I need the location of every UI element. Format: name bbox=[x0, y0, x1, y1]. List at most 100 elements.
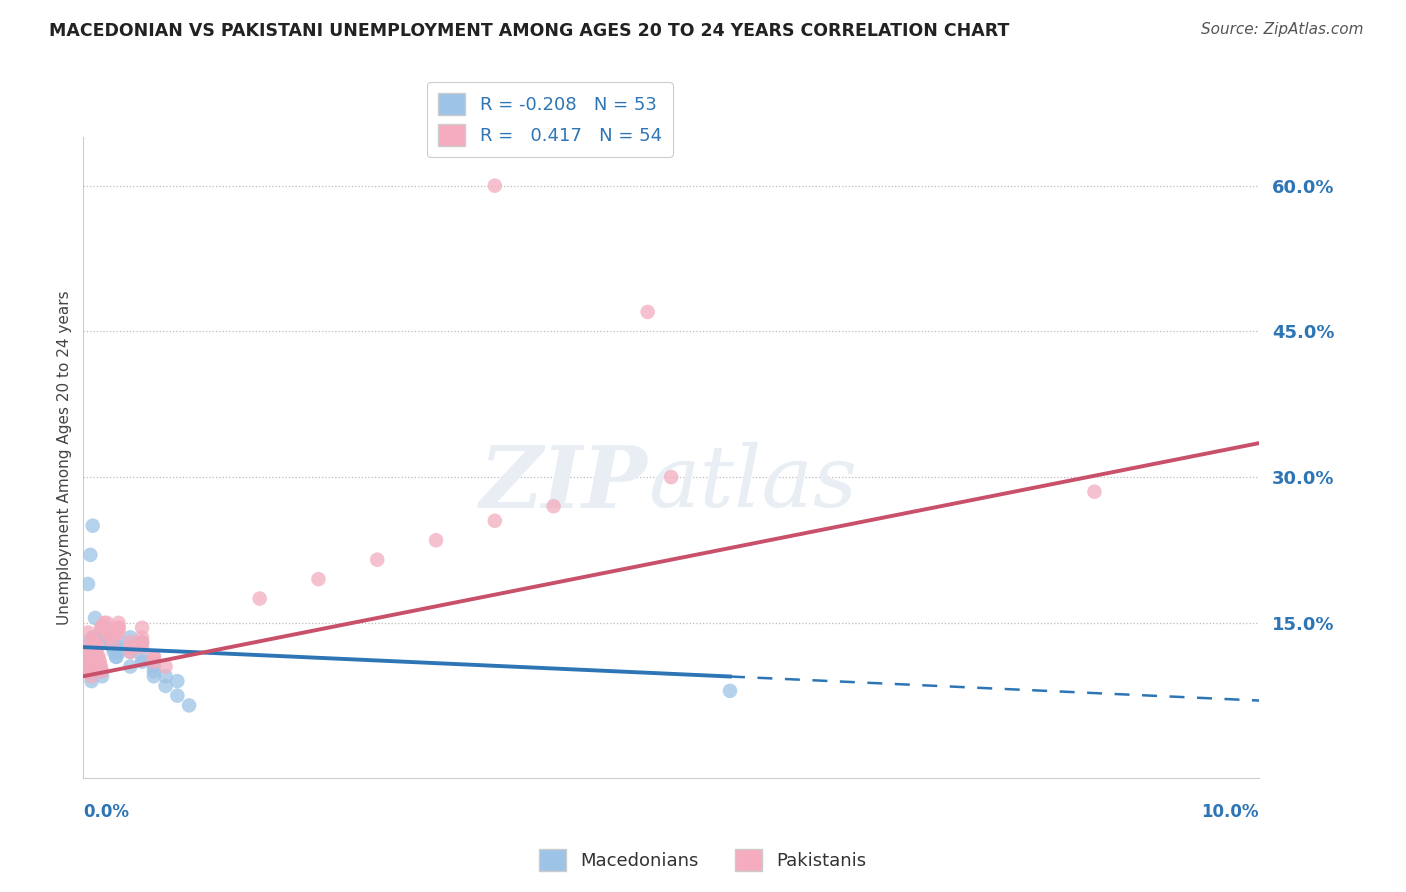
Point bbox=[131, 621, 153, 635]
Point bbox=[155, 669, 177, 683]
Point bbox=[89, 655, 111, 669]
Point bbox=[91, 621, 114, 635]
Point bbox=[84, 645, 107, 659]
Point bbox=[107, 640, 129, 654]
Point bbox=[94, 631, 117, 645]
Point bbox=[77, 665, 100, 679]
Point bbox=[80, 649, 103, 664]
Point bbox=[107, 621, 129, 635]
Point bbox=[82, 631, 104, 645]
Point bbox=[91, 669, 114, 683]
Point bbox=[98, 631, 121, 645]
Point bbox=[77, 577, 100, 591]
Point bbox=[86, 655, 108, 669]
Point bbox=[76, 645, 98, 659]
Point bbox=[142, 655, 165, 669]
Point bbox=[107, 615, 129, 630]
Point bbox=[484, 514, 506, 528]
Point bbox=[425, 533, 447, 548]
Point bbox=[86, 640, 108, 654]
Point bbox=[82, 518, 104, 533]
Point bbox=[107, 645, 129, 659]
Point bbox=[82, 631, 104, 645]
Point bbox=[166, 689, 188, 703]
Legend: R = -0.208   N = 53, R =   0.417   N = 54: R = -0.208 N = 53, R = 0.417 N = 54 bbox=[427, 82, 672, 157]
Point bbox=[98, 635, 121, 649]
Point bbox=[84, 649, 107, 664]
Point bbox=[89, 659, 111, 673]
Point bbox=[484, 178, 506, 193]
Point bbox=[75, 640, 97, 654]
Point bbox=[79, 548, 101, 562]
Point bbox=[98, 635, 121, 649]
Point bbox=[77, 665, 100, 679]
Point bbox=[90, 659, 112, 673]
Point bbox=[179, 698, 201, 713]
Point bbox=[142, 665, 165, 679]
Point bbox=[79, 659, 101, 673]
Point bbox=[84, 611, 107, 625]
Text: atlas: atlas bbox=[648, 442, 856, 524]
Point bbox=[142, 659, 165, 673]
Y-axis label: Unemployment Among Ages 20 to 24 years: Unemployment Among Ages 20 to 24 years bbox=[58, 291, 72, 625]
Text: ZIP: ZIP bbox=[479, 442, 648, 525]
Point bbox=[366, 552, 388, 566]
Point bbox=[80, 669, 103, 683]
Point bbox=[83, 635, 105, 649]
Point bbox=[90, 625, 112, 640]
Point bbox=[107, 625, 129, 640]
Point bbox=[105, 649, 128, 664]
Point bbox=[76, 649, 98, 664]
Point bbox=[77, 659, 100, 673]
Point bbox=[77, 625, 100, 640]
Text: MACEDONIAN VS PAKISTANI UNEMPLOYMENT AMONG AGES 20 TO 24 YEARS CORRELATION CHART: MACEDONIAN VS PAKISTANI UNEMPLOYMENT AMO… bbox=[49, 22, 1010, 40]
Point bbox=[96, 631, 118, 645]
Point bbox=[86, 649, 108, 664]
Point bbox=[718, 683, 741, 698]
Point bbox=[96, 615, 118, 630]
Point bbox=[103, 645, 125, 659]
Point bbox=[142, 669, 165, 683]
Point bbox=[131, 635, 153, 649]
Point bbox=[84, 640, 107, 654]
Point bbox=[155, 679, 177, 693]
Point bbox=[142, 649, 165, 664]
Point bbox=[84, 635, 107, 649]
Point bbox=[1083, 484, 1105, 499]
Point bbox=[79, 665, 101, 679]
Text: Source: ZipAtlas.com: Source: ZipAtlas.com bbox=[1201, 22, 1364, 37]
Point bbox=[96, 625, 118, 640]
Point bbox=[96, 625, 118, 640]
Point bbox=[77, 659, 100, 673]
Point bbox=[120, 635, 142, 649]
Point bbox=[637, 305, 659, 319]
Point bbox=[105, 649, 128, 664]
Point bbox=[120, 659, 142, 673]
Point bbox=[91, 621, 114, 635]
Point bbox=[82, 645, 104, 659]
Point bbox=[131, 655, 153, 669]
Point bbox=[84, 649, 107, 664]
Point bbox=[166, 674, 188, 689]
Point bbox=[84, 649, 107, 664]
Text: 0.0%: 0.0% bbox=[83, 803, 129, 821]
Point bbox=[87, 649, 110, 664]
Point bbox=[249, 591, 271, 606]
Point bbox=[131, 649, 153, 664]
Point bbox=[543, 500, 565, 514]
Point bbox=[101, 635, 124, 649]
Point bbox=[80, 674, 103, 689]
Point bbox=[107, 635, 129, 649]
Point bbox=[120, 631, 142, 645]
Point bbox=[131, 631, 153, 645]
Point bbox=[155, 659, 177, 673]
Point bbox=[82, 655, 104, 669]
Point bbox=[77, 635, 100, 649]
Point bbox=[131, 640, 153, 654]
Point bbox=[659, 470, 682, 484]
Point bbox=[101, 640, 124, 654]
Point bbox=[83, 640, 105, 654]
Point bbox=[84, 645, 107, 659]
Point bbox=[82, 645, 104, 659]
Point bbox=[84, 645, 107, 659]
